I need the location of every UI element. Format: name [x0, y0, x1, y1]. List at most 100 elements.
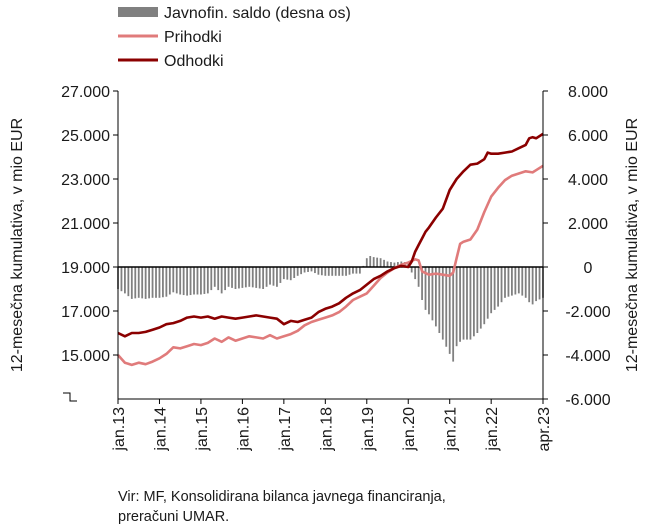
saldo-bar	[179, 267, 182, 295]
saldo-bar	[182, 267, 185, 296]
saldo-bar	[348, 267, 351, 275]
saldo-bar	[255, 267, 258, 288]
saldo-bar	[476, 267, 479, 333]
right-tick-label: 0	[584, 260, 593, 277]
saldo-bar	[220, 267, 223, 294]
x-tick-label: jan.19	[360, 407, 377, 452]
saldo-bar	[293, 267, 296, 278]
saldo-bar	[521, 267, 524, 296]
saldo-bar	[307, 267, 309, 272]
x-tick-label: jan.20	[401, 407, 418, 452]
right-tick-label: 8.000	[568, 84, 608, 101]
saldo-bar	[455, 267, 458, 347]
saldo-bar	[466, 267, 468, 340]
saldo-bar	[168, 267, 171, 295]
saldo-bar	[314, 267, 316, 274]
saldo-bar	[341, 267, 344, 276]
right-tick-label: 2.000	[568, 216, 608, 233]
saldo-bar	[414, 267, 417, 280]
saldo-bar	[334, 267, 337, 276]
line-series	[117, 132, 544, 367]
saldo-bar	[130, 267, 133, 299]
saldo-bar	[227, 267, 230, 287]
saldo-bar	[448, 267, 451, 354]
left-axis-title: 12-mesečna kumulativa, v mio EUR	[9, 118, 26, 372]
saldo-bar	[162, 267, 164, 298]
saldo-bar	[452, 267, 455, 362]
saldo-bar	[203, 267, 206, 294]
x-axis: jan.13 jan.14 jan.15 jan.16 jan.17 jan.18 jan.…	[111, 398, 553, 452]
left-tick-label: 15.000	[61, 348, 110, 365]
saldo-bar	[441, 267, 444, 340]
right-tick-label: 4.000	[568, 172, 608, 189]
saldo-bar	[189, 267, 192, 296]
saldo-bar	[438, 267, 441, 333]
x-tick-label: apr.23	[536, 407, 553, 452]
saldo-bar	[193, 267, 195, 295]
saldo-bar	[396, 262, 399, 267]
saldo-bar	[410, 267, 413, 273]
legend-swatch-bar	[118, 7, 158, 17]
saldo-bar	[238, 267, 240, 289]
left-tick-label: 25.000	[61, 128, 110, 145]
saldo-bar	[483, 267, 486, 325]
saldo-bar	[490, 267, 493, 314]
saldo-bar	[175, 267, 178, 294]
saldo-bar	[538, 267, 541, 300]
x-tick-label: jan.13	[111, 407, 128, 452]
saldo-bar	[127, 267, 130, 297]
left-tick-label: 27.000	[61, 84, 110, 101]
saldo-bar	[500, 267, 503, 303]
saldo-bar	[200, 267, 202, 295]
saldo-bar	[421, 267, 423, 300]
saldo-bar	[196, 267, 199, 295]
saldo-bar	[269, 267, 271, 285]
saldo-bar	[296, 267, 299, 276]
saldo-bar	[386, 261, 389, 267]
right-axis: 8.000 6.000 4.000 2.000 0 -2.000 -4.000 -6.000	[542, 84, 611, 409]
saldo-bar	[286, 267, 289, 280]
saldo-bar	[358, 267, 361, 274]
saldo-bar	[514, 267, 517, 295]
saldo-bar	[289, 267, 292, 281]
saldo-bar	[479, 267, 482, 329]
saldo-bar	[258, 267, 261, 289]
saldo-bar	[155, 267, 157, 298]
x-tick-label: jan.16	[235, 407, 252, 452]
saldo-bar	[265, 267, 268, 287]
axis-titles: 12-mesečna kumulativa, v mio EUR 12-meseč…	[9, 118, 641, 372]
saldo-bar	[172, 267, 175, 293]
line-prihodki	[117, 164, 544, 367]
saldo-bar	[504, 267, 506, 298]
line-odhodki	[117, 132, 544, 338]
saldo-bar	[507, 267, 510, 297]
saldo-bar	[262, 267, 265, 289]
saldo-bar	[535, 267, 537, 302]
saldo-bar	[310, 267, 313, 272]
legend-label: Odhodki	[164, 53, 224, 70]
saldo-bar	[186, 267, 189, 296]
saldo-bar	[303, 267, 306, 273]
saldo-bar	[524, 267, 527, 298]
source-line-1: Vir: MF, Konsolidirana bilanca javnega f…	[118, 489, 446, 505]
saldo-bar	[459, 267, 461, 342]
saldo-bar	[376, 257, 379, 267]
left-tick-label: 19.000	[61, 260, 110, 277]
saldo-bar	[206, 267, 209, 294]
saldo-bar	[338, 267, 341, 276]
right-tick-label: -4.000	[565, 348, 610, 365]
saldo-bar	[331, 267, 334, 276]
saldo-bar	[445, 267, 448, 347]
saldo-bar	[517, 267, 520, 294]
left-tick-label: 21.000	[61, 216, 110, 233]
left-tick-label: 17.000	[61, 304, 110, 321]
source-note: Vir: MF, Konsolidirana bilanca javnega f…	[118, 487, 446, 527]
saldo-bar	[352, 267, 354, 274]
saldo-bar	[231, 267, 233, 288]
saldo-bar	[234, 267, 237, 289]
saldo-bar	[141, 267, 144, 299]
saldo-bar	[372, 257, 375, 267]
saldo-bar	[248, 267, 251, 287]
saldo-bar	[282, 267, 285, 280]
